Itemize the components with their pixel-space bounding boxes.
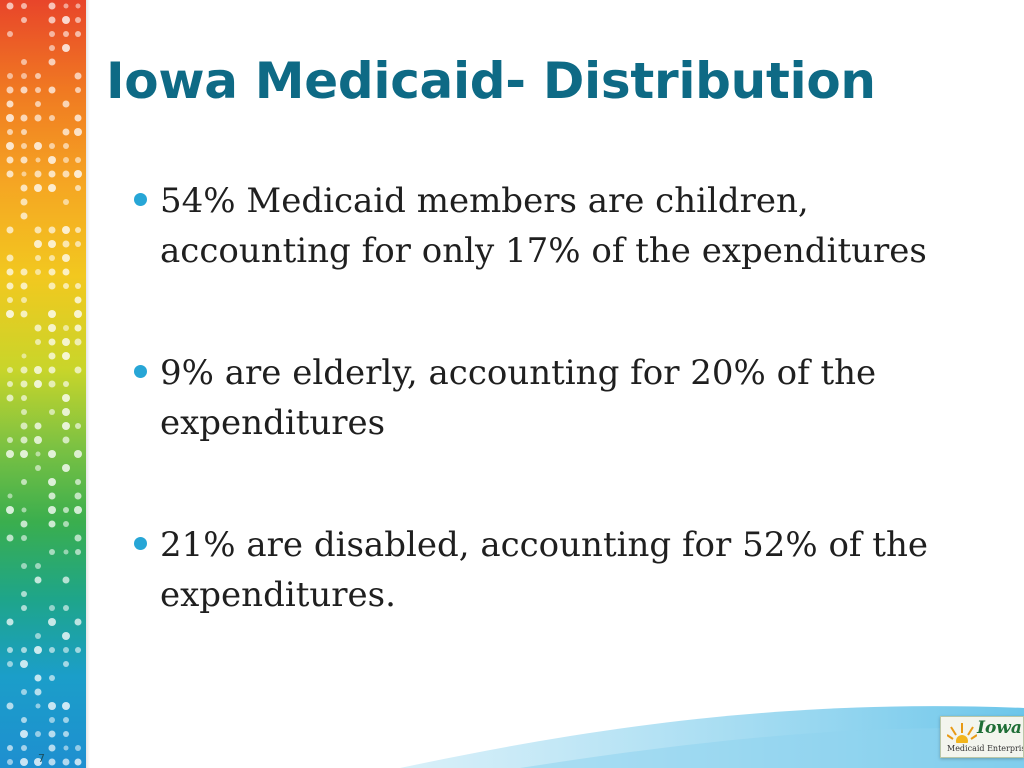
logo-wordmark: Iowa [977,718,1022,738]
bullet-text: 54% Medicaid members are children, accou… [160,181,927,271]
slide-title: Iowa Medicaid- Distribution [106,52,876,110]
strip-shadow [86,0,90,768]
bullet-text: 21% are disabled, accounting for 52% of … [160,525,928,615]
bullet-text: 9% are elderly, accounting for 20% of th… [160,353,877,443]
bullet-icon [134,193,147,206]
iowa-medicaid-logo: Iowa Medicaid Enterprise [940,716,1024,758]
dot-pattern [6,2,82,766]
bullet-item: 9% are elderly, accounting for 20% of th… [132,348,992,448]
bullet-item: 54% Medicaid members are children, accou… [132,176,992,276]
sun-rays-icon [947,723,977,743]
bullet-item: 21% are disabled, accounting for 52% of … [132,520,992,620]
bullet-list: 54% Medicaid members are children, accou… [132,176,992,692]
logo-subtitle: Medicaid Enterprise [947,744,1024,753]
slide-number: 7 [38,752,45,765]
bullet-icon [134,365,147,378]
decorative-side-strip [0,0,86,768]
decorative-wave [400,706,1024,768]
bullet-icon [134,537,147,550]
